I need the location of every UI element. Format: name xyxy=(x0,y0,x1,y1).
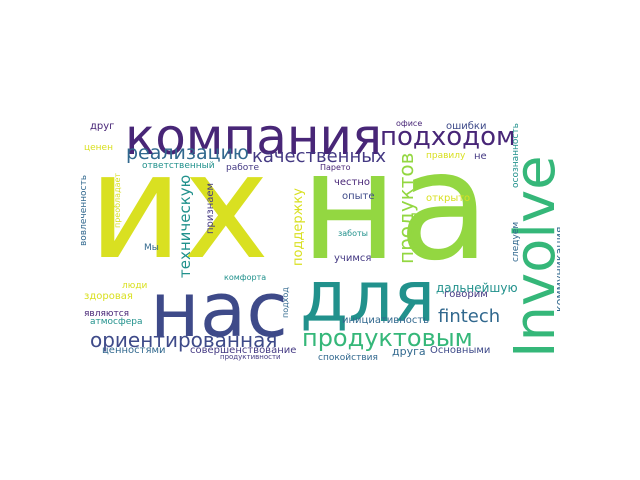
word-podhod: подход xyxy=(281,287,290,318)
word-komforta: комфорта xyxy=(224,273,267,282)
word-cloud: их на нас для компания Involve подходом … xyxy=(80,112,560,368)
word-opyte: опыте xyxy=(342,191,375,202)
word-sovershenstvovanie: совершенствование xyxy=(190,345,297,356)
word-nas: нас xyxy=(150,265,289,354)
word-cenen: ценен xyxy=(84,143,113,153)
word-osnovnymi: Основными xyxy=(430,345,491,356)
word-dlya: для xyxy=(300,256,436,338)
word-druga: друга xyxy=(392,345,426,358)
word-priznaem: признаем xyxy=(205,182,216,234)
word-otvetstvenny: ответственный xyxy=(142,161,215,171)
word-ne: не xyxy=(474,151,487,162)
word-my: Мы xyxy=(144,243,159,253)
word-atmosfera: атмосфера xyxy=(90,317,143,327)
word-drug: друг xyxy=(90,121,115,132)
word-govorim: говорим xyxy=(444,289,488,300)
word-vovlechennost: вовлеченность xyxy=(80,174,89,246)
word-iniciativnost: инициативность xyxy=(342,315,430,326)
word-uchimsya: учимся xyxy=(334,253,372,264)
word-sleduem: следуем xyxy=(511,221,521,262)
word-preobladaet: преобладает xyxy=(113,172,122,228)
word-tehnicheskuyu: техническую xyxy=(176,174,194,278)
word-na: на xyxy=(300,120,490,294)
word-kachestvennyh: качественных xyxy=(252,146,387,167)
word-lyudi: люди xyxy=(122,281,148,291)
word-podhodom: подходом xyxy=(380,122,516,152)
word-ofise: офисе xyxy=(396,119,423,128)
word-zdorovaya: здоровая xyxy=(84,291,133,302)
word-realizaciyu: реализацию xyxy=(126,142,249,164)
word-chestno: честно xyxy=(334,177,371,188)
word-dalneyshuyu: дальнейшую xyxy=(436,281,518,295)
word-rabote: работе xyxy=(226,163,260,173)
word-produktovym: продуктовым xyxy=(302,324,473,352)
word-kommunikaciya: коммуникация xyxy=(553,226,560,312)
word-pareto: Парето xyxy=(320,163,351,172)
word-podderzhku: поддержку xyxy=(291,188,306,266)
word-soznatelnost: осознанность xyxy=(511,123,521,188)
word-kompaniya: компания xyxy=(125,112,383,166)
word-fintech: fintech xyxy=(438,306,501,327)
word-orientirovannaya: ориентированная xyxy=(90,328,278,352)
word-zaboty: заботы xyxy=(338,229,368,238)
word-yavlyayutsya: являются xyxy=(84,309,130,319)
word-spokoystviya: спокойствия xyxy=(318,353,378,363)
word-produktov: продуктов xyxy=(394,152,418,264)
word-pravilu: правилу xyxy=(426,151,466,161)
word-ih: их xyxy=(88,122,270,292)
word-cennostyami: ценностями xyxy=(102,345,166,356)
word-produktivnosti: продуктивности xyxy=(220,353,281,361)
word-oshibki: ошибки xyxy=(446,121,487,132)
word-otkryto: открыто xyxy=(426,193,471,204)
